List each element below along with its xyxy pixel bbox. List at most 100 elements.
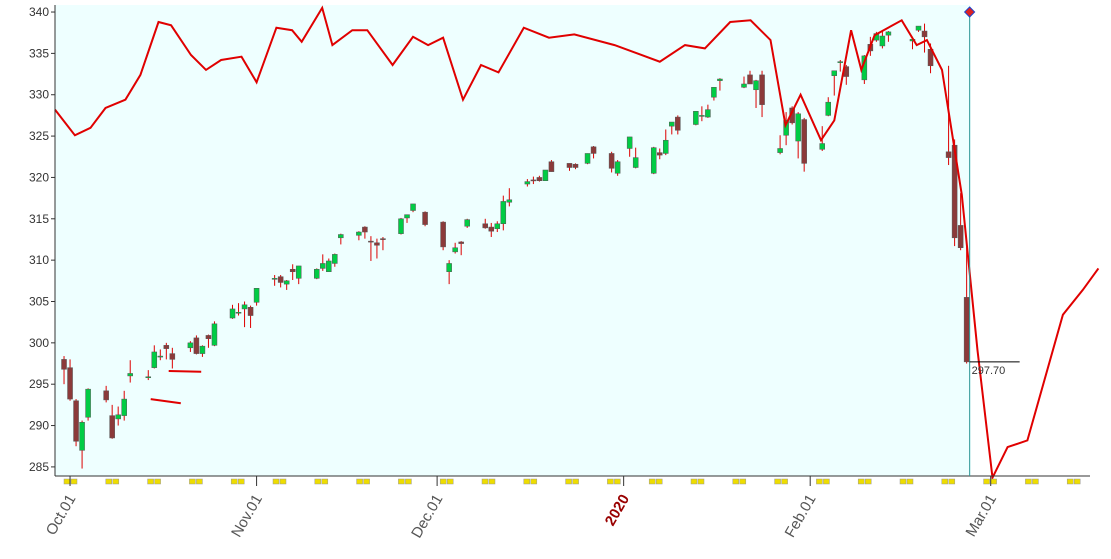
axis-marker xyxy=(196,478,203,485)
candle-body xyxy=(109,415,115,439)
candle-body xyxy=(163,345,170,349)
axis-marker xyxy=(523,478,531,485)
axis-marker xyxy=(739,478,747,485)
candle-body xyxy=(61,359,67,370)
candle-body xyxy=(675,116,681,131)
candle-body xyxy=(717,78,723,81)
candle-body xyxy=(121,398,127,416)
axis-marker xyxy=(189,478,196,485)
candle-body xyxy=(458,241,464,244)
axis-marker xyxy=(906,478,914,485)
candle-body xyxy=(699,115,705,117)
axis-marker xyxy=(488,478,496,485)
y-tick-label: 330 xyxy=(29,88,49,102)
candle-body xyxy=(320,263,326,269)
marks xyxy=(54,5,1100,482)
candle-body xyxy=(759,74,765,105)
axis-marker xyxy=(690,478,698,485)
candle-body xyxy=(885,31,892,36)
x-tick-label: Dec.01 xyxy=(408,492,446,542)
axis-marker xyxy=(864,478,872,485)
candle-body xyxy=(963,297,970,363)
y-tick-label: 320 xyxy=(29,170,49,184)
candle-body xyxy=(187,342,194,349)
axis-marker xyxy=(823,478,830,485)
candle-body xyxy=(277,276,284,283)
axis-marker xyxy=(363,478,370,485)
axis-marker xyxy=(446,478,454,485)
candle-body xyxy=(253,288,260,303)
candle-body xyxy=(205,335,212,339)
candle-body xyxy=(831,70,838,76)
candle-body xyxy=(73,400,79,442)
axis-marker xyxy=(405,478,412,485)
indicator-line xyxy=(150,398,181,405)
candle-body xyxy=(235,311,242,314)
candle-body xyxy=(368,240,374,243)
candle-body xyxy=(801,119,807,164)
axis-marker xyxy=(398,478,405,485)
candle-body xyxy=(705,109,711,118)
y-tick-label: 305 xyxy=(29,294,49,308)
candle-body xyxy=(536,177,543,181)
axis-marker xyxy=(774,478,781,485)
axis-marker xyxy=(572,478,579,485)
x-tick-label: Nov.01 xyxy=(228,492,266,541)
candle-body xyxy=(151,351,158,368)
candle-body xyxy=(271,278,278,280)
candle-body xyxy=(398,218,404,234)
candle-body xyxy=(115,414,121,420)
candle-body xyxy=(446,263,452,272)
axis-marker xyxy=(990,478,997,485)
candle-body xyxy=(584,153,591,164)
axis-marker xyxy=(1066,478,1074,485)
candle-body xyxy=(356,231,362,236)
candle-body xyxy=(410,203,416,211)
candle-body xyxy=(404,214,410,219)
candle-body xyxy=(362,226,368,233)
candle-body xyxy=(879,35,886,47)
candle-body xyxy=(837,61,844,63)
candle-body xyxy=(572,163,579,168)
axis-marker xyxy=(105,478,113,485)
axis-marker xyxy=(314,478,322,485)
candle-body xyxy=(229,308,236,319)
candle-body xyxy=(669,121,675,127)
axis-marker xyxy=(655,478,663,485)
candle-body xyxy=(632,157,639,168)
candle-body xyxy=(314,268,320,279)
axis-marker xyxy=(565,478,572,485)
candle-body xyxy=(663,139,669,154)
candle-body xyxy=(193,337,200,354)
candle-body xyxy=(422,211,428,225)
candle-body xyxy=(85,388,91,418)
candle-body xyxy=(530,179,537,182)
candle-body xyxy=(590,146,597,154)
axis-marker xyxy=(279,478,287,485)
axis-marker xyxy=(63,478,71,485)
last-value-label: 297.70 xyxy=(972,365,1006,377)
axis-marker xyxy=(607,478,614,485)
candle-body xyxy=(211,323,218,346)
candle-body xyxy=(921,30,928,38)
candle-body xyxy=(332,254,338,264)
candle-body xyxy=(241,304,248,310)
candle-body xyxy=(440,221,446,248)
plot-background xyxy=(55,5,971,476)
candle-body xyxy=(548,161,555,172)
axis-marker xyxy=(1032,478,1039,485)
axis-marker xyxy=(147,478,154,485)
candle-body xyxy=(524,181,531,185)
candle-body xyxy=(626,136,633,149)
candle-body xyxy=(795,113,801,142)
candle-body xyxy=(127,373,133,377)
candle-body xyxy=(494,223,501,229)
indicator-line xyxy=(54,5,1100,482)
candle-body xyxy=(199,345,206,354)
candle-body xyxy=(566,163,573,168)
axis-marker xyxy=(899,478,907,485)
indicator-line xyxy=(168,370,202,373)
candle-body xyxy=(338,234,344,239)
candle-body xyxy=(711,87,717,98)
candle-body xyxy=(741,83,747,88)
